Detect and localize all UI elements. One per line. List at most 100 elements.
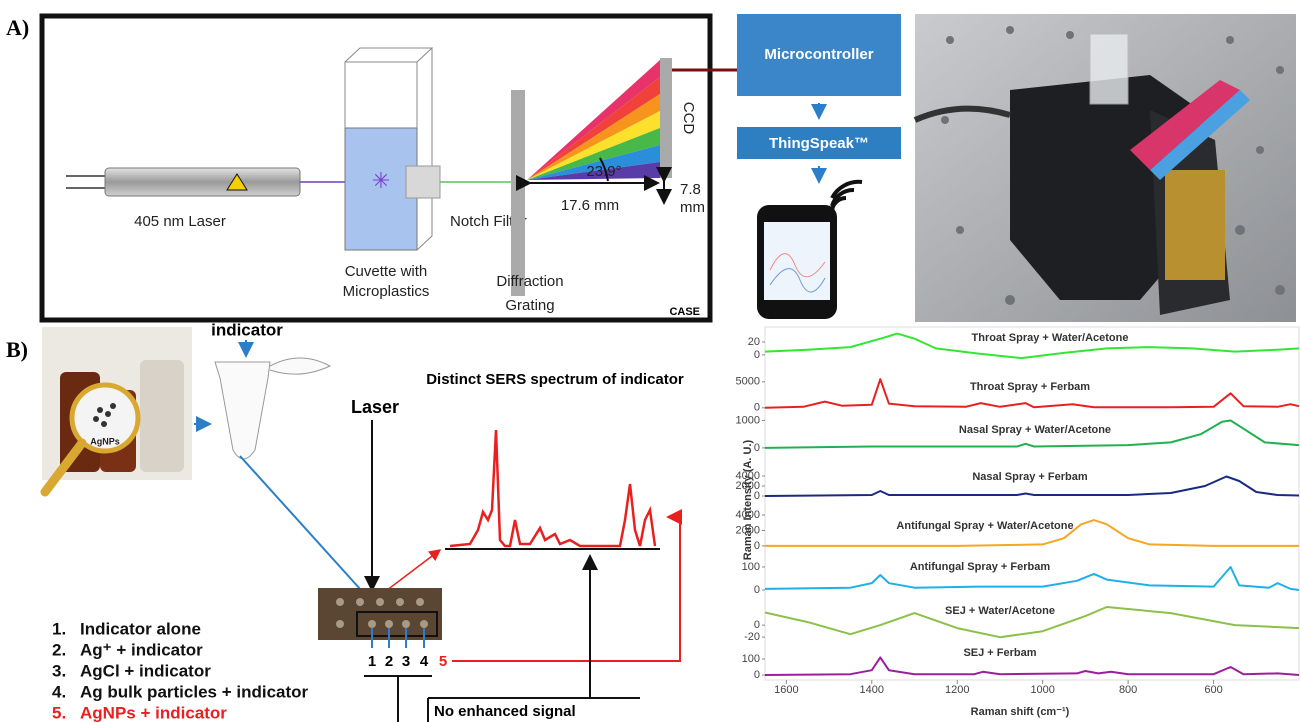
chip-wells <box>416 598 424 606</box>
sample-list: 1. Indicator alone 2. Ag⁺ + indicator 3. AgCl… <box>52 619 309 722</box>
table-holes <box>1066 31 1074 39</box>
sers-path <box>452 517 680 661</box>
y-tick-label: 0 <box>754 442 760 454</box>
series-label: Throat Spray + Water/Acetone <box>972 332 1129 344</box>
nanoparticles <box>97 407 103 413</box>
y-tick-label: 0 <box>754 402 760 414</box>
nanoparticles <box>93 416 99 422</box>
x-tick-label: 1000 <box>1030 684 1054 696</box>
table-holes <box>1005 295 1015 305</box>
notch-filter <box>406 166 440 198</box>
list-number: 3. <box>52 661 66 680</box>
y-tick-label: 0 <box>754 490 760 502</box>
well-number: 1 <box>368 653 376 670</box>
thingspeak-label: ThingSpeak™ <box>769 135 869 152</box>
list-number: 4. <box>52 682 66 701</box>
height-label: mm <box>680 199 705 216</box>
well-number: 2 <box>385 653 393 670</box>
chip-wells <box>396 598 404 606</box>
phone-screen <box>764 222 830 300</box>
list-number: 2. <box>52 640 66 659</box>
y-tick-label: 0 <box>754 619 760 631</box>
panel-label: B) <box>6 337 28 362</box>
list-text: Ag bulk particles + indicator <box>80 682 309 701</box>
chip-wells <box>336 620 344 628</box>
length-label: 17.6 mm <box>561 197 619 214</box>
grating-label: Grating <box>505 297 554 314</box>
scatter-star: ✳ <box>372 168 390 193</box>
transfer-line <box>240 456 370 600</box>
series-label: Nasal Spray + Ferbam <box>972 471 1087 483</box>
table-holes <box>956 226 964 234</box>
angle-label: 23.9° <box>586 163 621 180</box>
case-label: CASE <box>669 306 700 318</box>
y-tick-label: 0 <box>754 540 760 552</box>
y-tick-label: -20 <box>744 631 760 643</box>
table-holes <box>1006 26 1014 34</box>
laser-body <box>105 168 300 196</box>
y-tick-label: 4000 <box>736 509 760 521</box>
laser-label: 405 nm Laser <box>134 213 226 230</box>
figure: A) 405 nm Laser ✳ Notch Filter Cuvette w… <box>0 0 1300 722</box>
table-holes <box>946 36 954 44</box>
table-holes <box>941 116 949 124</box>
no-signal-label: No enhanced signal <box>434 703 576 720</box>
list-number: 5. <box>52 703 66 722</box>
chip-wells <box>402 620 410 628</box>
y-tick-label: 1000 <box>736 414 760 426</box>
well-number: 3 <box>402 653 410 670</box>
series-label: Throat Spray + Ferbam <box>970 381 1090 393</box>
list-text: AgCl + indicator <box>80 661 211 680</box>
grating <box>511 90 525 296</box>
list-text: Indicator alone <box>80 619 201 638</box>
series-label: SEJ + Water/Acetone <box>945 605 1055 617</box>
chip-wells <box>356 598 364 606</box>
panel-label: A) <box>6 15 29 40</box>
chip-wells <box>336 598 344 606</box>
y-tick-label: 0 <box>754 349 760 361</box>
table-holes <box>1276 66 1284 74</box>
sers-title: Distinct SERS spectrum of indicator <box>426 371 684 388</box>
nanoparticles <box>101 421 107 427</box>
y-tick-label: 100 <box>742 561 760 573</box>
ccd <box>660 58 672 178</box>
ccd-label: CCD <box>680 102 697 135</box>
nanoparticles <box>110 403 116 409</box>
wifi-icon <box>832 182 862 212</box>
y-tick-label: 100 <box>742 653 760 665</box>
indicator-label: indicator <box>211 320 283 339</box>
x-tick-label: 1400 <box>860 684 884 696</box>
chip-wells <box>376 598 384 606</box>
microcontroller-label: Microcontroller <box>764 46 873 63</box>
table-holes <box>1235 225 1245 235</box>
y-tick-label: 0 <box>754 584 760 596</box>
agnps-label: AgNPs <box>90 436 120 446</box>
chip-wells <box>420 620 428 628</box>
tube-cap <box>270 358 330 374</box>
list-text: Ag⁺ + indicator <box>80 640 203 659</box>
x-tick-label: 1200 <box>945 684 969 696</box>
grating-label: Diffraction <box>496 273 563 290</box>
cuvette-label: Microplastics <box>343 283 430 300</box>
series-label: Antifungal Spray + Ferbam <box>910 561 1050 573</box>
series-label: SEJ + Ferbam <box>963 647 1036 659</box>
list-number: 1. <box>52 619 66 638</box>
y-tick-label: 5000 <box>736 376 760 388</box>
nanoparticles <box>105 411 111 417</box>
cuvette-label: Cuvette with <box>345 263 428 280</box>
series-label: Nasal Spray + Water/Acetone <box>959 424 1111 436</box>
series-label: Antifungal Spray + Water/Acetone <box>896 520 1073 532</box>
x-tick-label: 1600 <box>774 684 798 696</box>
y-tick-label: 20 <box>748 336 760 348</box>
table-holes <box>1256 146 1264 154</box>
y-tick-label: 0 <box>754 669 760 681</box>
table-holes <box>1275 285 1285 295</box>
tube <box>215 362 270 459</box>
chip-wells <box>368 620 376 628</box>
well-number: 4 <box>420 653 429 670</box>
x-tick-label: 800 <box>1119 684 1137 696</box>
sensor-board <box>1165 170 1225 280</box>
height-label: 7.8 <box>680 181 701 198</box>
y-tick-label: 2000 <box>736 524 760 536</box>
well-number: 5 <box>439 653 447 670</box>
